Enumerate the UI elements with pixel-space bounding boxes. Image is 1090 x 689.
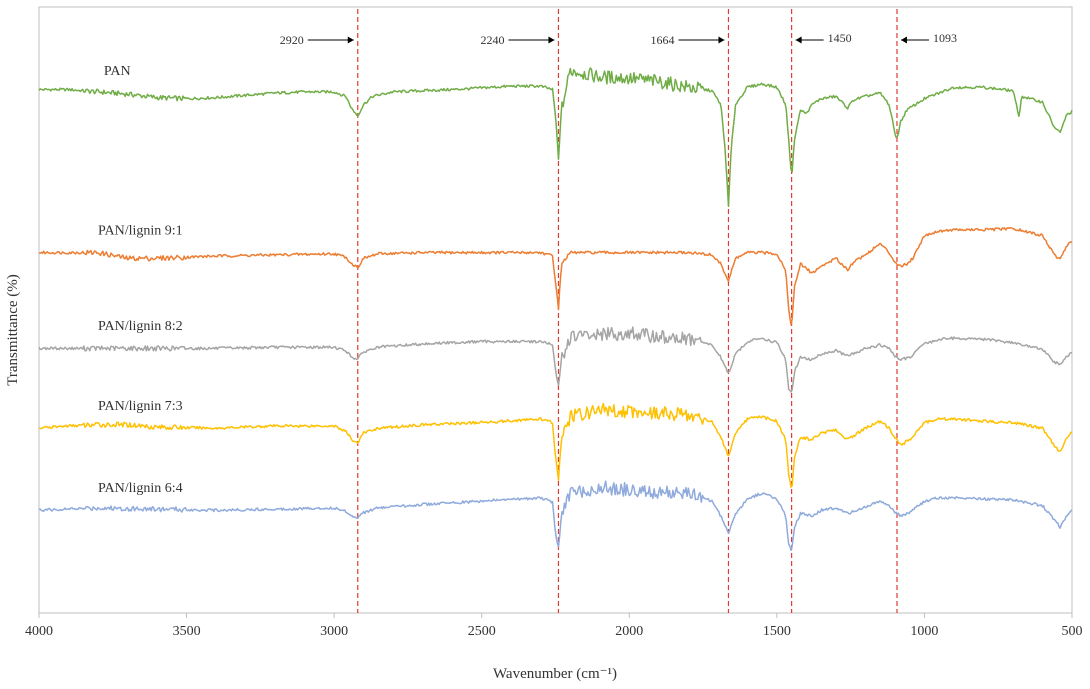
series-lines bbox=[38, 67, 1073, 552]
x-tick-label-500: 500 bbox=[1062, 624, 1083, 639]
x-tick-label-3500: 3500 bbox=[173, 624, 201, 639]
series-labels: PAN PAN/lignin 9:1 PAN/lignin 8:2 PAN/ligni… bbox=[98, 64, 183, 496]
peak-label-1664: 1664 bbox=[650, 33, 674, 47]
peak-label-2240: 2240 bbox=[480, 33, 504, 47]
arrow-head-2240 bbox=[548, 36, 555, 44]
series-line-3 bbox=[38, 402, 1073, 488]
plot-frame bbox=[38, 6, 1073, 614]
series-line-2 bbox=[38, 326, 1073, 393]
series-label-0: PAN bbox=[104, 64, 131, 79]
reference-lines bbox=[357, 9, 898, 613]
series-label-4: PAN/lignin 6:4 bbox=[98, 481, 183, 496]
series-line-0 bbox=[38, 67, 1073, 208]
series-line-4 bbox=[38, 480, 1073, 552]
series-label-3: PAN/lignin 7:3 bbox=[98, 399, 183, 414]
arrow-head-1093 bbox=[900, 36, 907, 44]
x-axis-label: Wavenumber (cm⁻¹) bbox=[493, 666, 617, 682]
x-tick-label-3000: 3000 bbox=[320, 624, 348, 639]
x-tick-label-1500: 1500 bbox=[763, 624, 791, 639]
peak-annotations: 2920 2240 1664 1450 1093 bbox=[280, 31, 957, 47]
series-label-1: PAN/lignin 9:1 bbox=[98, 223, 183, 238]
series-line-1 bbox=[38, 226, 1073, 326]
peak-label-1450: 1450 bbox=[828, 31, 852, 45]
x-tick-label-1000: 1000 bbox=[910, 624, 938, 639]
arrow-head-1450 bbox=[795, 36, 802, 44]
arrow-head-2920 bbox=[347, 36, 354, 44]
peak-label-2920: 2920 bbox=[280, 33, 304, 47]
x-axis: 4000 3500 3000 2500 2000 1500 1000 500 bbox=[25, 613, 1083, 639]
x-tick-label-2000: 2000 bbox=[615, 624, 643, 639]
series-label-2: PAN/lignin 8:2 bbox=[98, 319, 183, 334]
arrow-head-1664 bbox=[718, 36, 725, 44]
x-tick-label-4000: 4000 bbox=[25, 624, 53, 639]
peak-label-1093: 1093 bbox=[933, 31, 957, 45]
x-tick-label-2500: 2500 bbox=[468, 624, 496, 639]
y-axis-label: Transmittance (%) bbox=[5, 274, 21, 386]
